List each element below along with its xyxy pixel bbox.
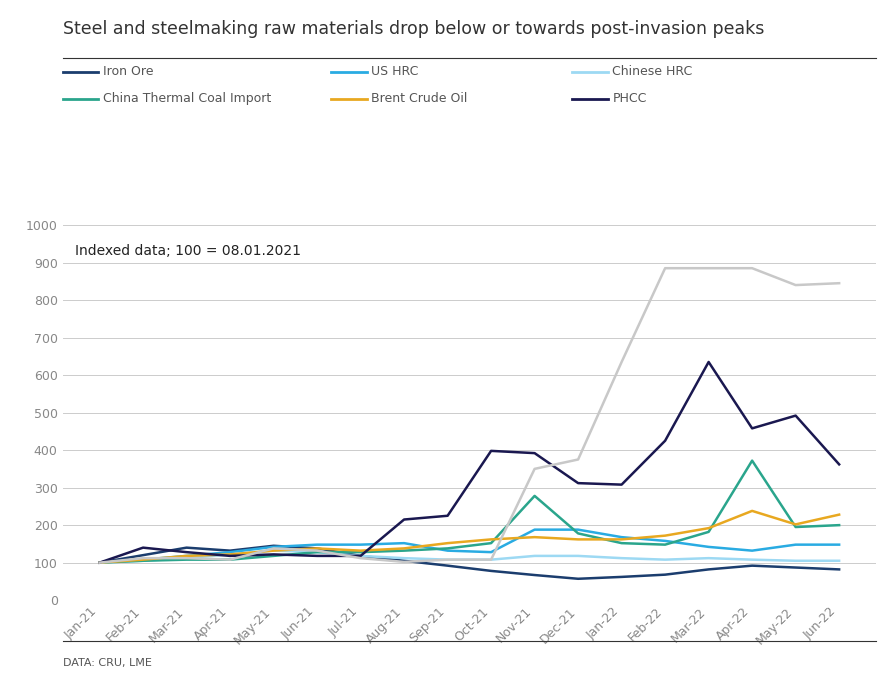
Text: Steel and steelmaking raw materials drop below or towards post-invasion peaks: Steel and steelmaking raw materials drop… — [63, 20, 764, 38]
Text: Chinese HRC: Chinese HRC — [612, 65, 693, 78]
Text: China Thermal Coal Import: China Thermal Coal Import — [103, 92, 271, 106]
Text: PHCC: PHCC — [612, 92, 646, 106]
Text: Brent Crude Oil: Brent Crude Oil — [371, 92, 468, 106]
Text: DATA: CRU, LME: DATA: CRU, LME — [63, 658, 151, 668]
Text: Iron Ore: Iron Ore — [103, 65, 153, 78]
Text: US HRC: US HRC — [371, 65, 418, 78]
Text: Indexed data; 100 = 08.01.2021: Indexed data; 100 = 08.01.2021 — [75, 243, 300, 258]
